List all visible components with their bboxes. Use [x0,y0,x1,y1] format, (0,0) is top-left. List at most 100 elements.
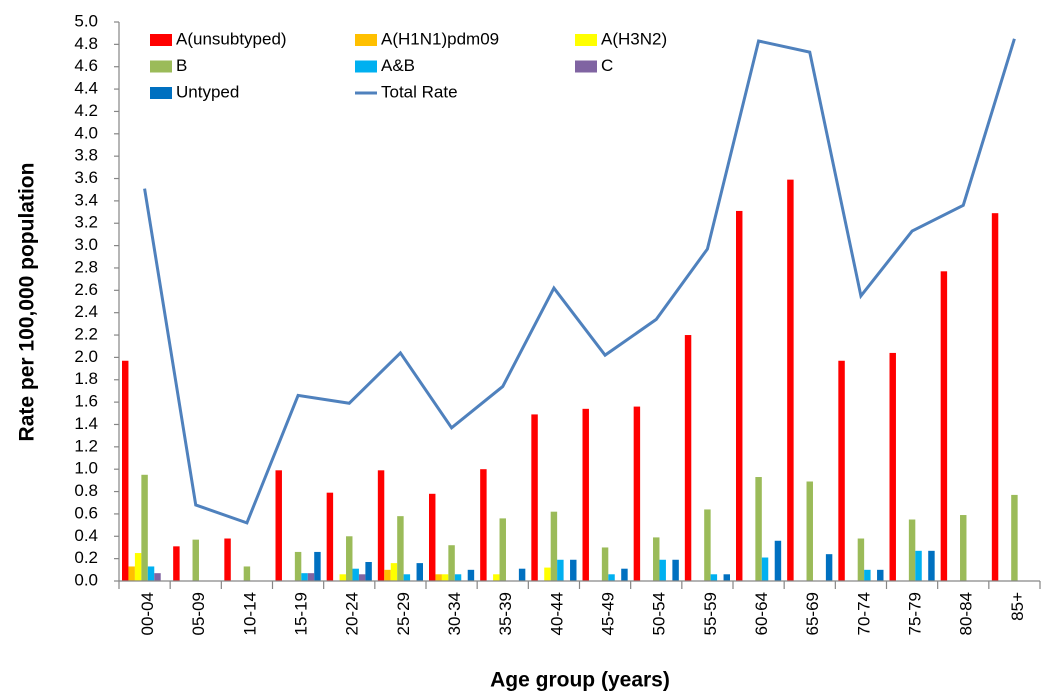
bar [608,574,615,581]
x-tick-label: 55-59 [701,592,720,635]
x-tick-label: 35-39 [496,592,515,635]
bar [243,566,251,581]
y-tick-label: 2.4 [74,302,98,321]
y-tick-label: 2.0 [74,347,98,366]
bar [672,559,679,581]
bar [684,335,692,581]
bar [544,567,551,581]
bar [787,179,794,581]
bar [352,568,359,581]
total-rate-line [143,38,1016,525]
bar [134,553,142,581]
bar [825,554,833,581]
legend-swatch [150,60,172,73]
y-tick-label: 3.6 [74,168,98,187]
bar [774,540,782,581]
bar [390,563,398,581]
bar [838,360,845,581]
legend-swatch [355,34,377,46]
x-tick-label: 15-19 [292,592,311,635]
bar [454,574,462,581]
bar [621,568,628,581]
bar [755,477,762,581]
bar [128,566,135,581]
y-tick-label: 5.0 [74,11,98,30]
x-tick-label: 80-84 [957,592,976,635]
y-tick-label: 3.8 [74,146,98,165]
legend-label: A(unsubtyped) [176,29,287,48]
bar [326,492,334,581]
x-tick-label: 25-29 [394,592,413,635]
y-tick-label: 0.0 [74,570,98,589]
legend-label: C [601,56,613,75]
y-tick-label: 4.2 [74,101,98,120]
bar [384,569,391,581]
bar [141,474,148,581]
x-tick-label: 70-74 [854,592,873,635]
x-axis-title: Age group (years) [490,669,670,692]
bar [122,360,129,581]
x-tick-label: 20-24 [343,592,362,635]
legend-swatch [575,60,597,73]
x-tick-label: 05-09 [189,592,208,635]
bar [314,551,321,581]
bar [480,469,487,581]
bar [915,550,922,581]
legend-label: Untyped [176,82,239,101]
legend-swatch [150,34,172,46]
bar [448,545,455,581]
y-axis-title: Rate per 100,000 population [16,163,39,442]
bar [857,538,865,581]
y-tick-label: 0.2 [74,548,98,567]
bar [928,550,935,581]
bar [864,569,871,581]
bar [736,210,743,581]
bar [653,537,660,581]
bar [570,559,577,581]
bar [493,574,500,581]
bar [441,574,449,581]
y-tick-label: 1.6 [74,392,98,411]
bar [601,547,609,581]
bar [397,516,404,581]
legend-label: B [176,56,187,75]
x-tick-label: 45-49 [599,592,618,635]
y-tick-label: 3.4 [74,190,98,209]
bar [147,566,155,581]
bar [991,213,999,582]
y-tick-label: 1.0 [74,459,98,478]
y-tick-label: 1.2 [74,436,98,455]
x-tick-label: 40-44 [547,592,566,635]
bar [723,574,730,581]
bar [704,509,711,581]
legend-swatch [150,87,172,99]
bar [173,546,180,581]
bar [1011,494,1018,581]
y-tick-label: 4.4 [74,79,98,98]
bar [960,515,967,581]
bar [416,563,423,581]
bar [940,271,948,581]
bar [557,559,564,581]
bar [531,414,538,581]
bar [633,406,641,581]
y-tick-label: 2.6 [74,280,98,299]
bar [518,568,526,581]
bar [877,569,884,581]
bar [761,557,769,581]
y-tick-label: 2.2 [74,325,98,344]
bar [358,574,366,581]
bar [659,559,666,581]
bar [224,538,231,581]
bar [403,574,411,581]
legend-swatch [355,60,377,73]
x-tick-label: 10-14 [240,592,259,635]
bar [365,561,372,581]
bar [710,574,718,581]
legend-label: Total Rate [381,82,458,101]
legend-swatch [575,34,597,46]
bar [301,573,308,581]
x-tick-label: 60-64 [752,592,771,635]
bar [275,470,282,581]
bar [377,470,385,581]
